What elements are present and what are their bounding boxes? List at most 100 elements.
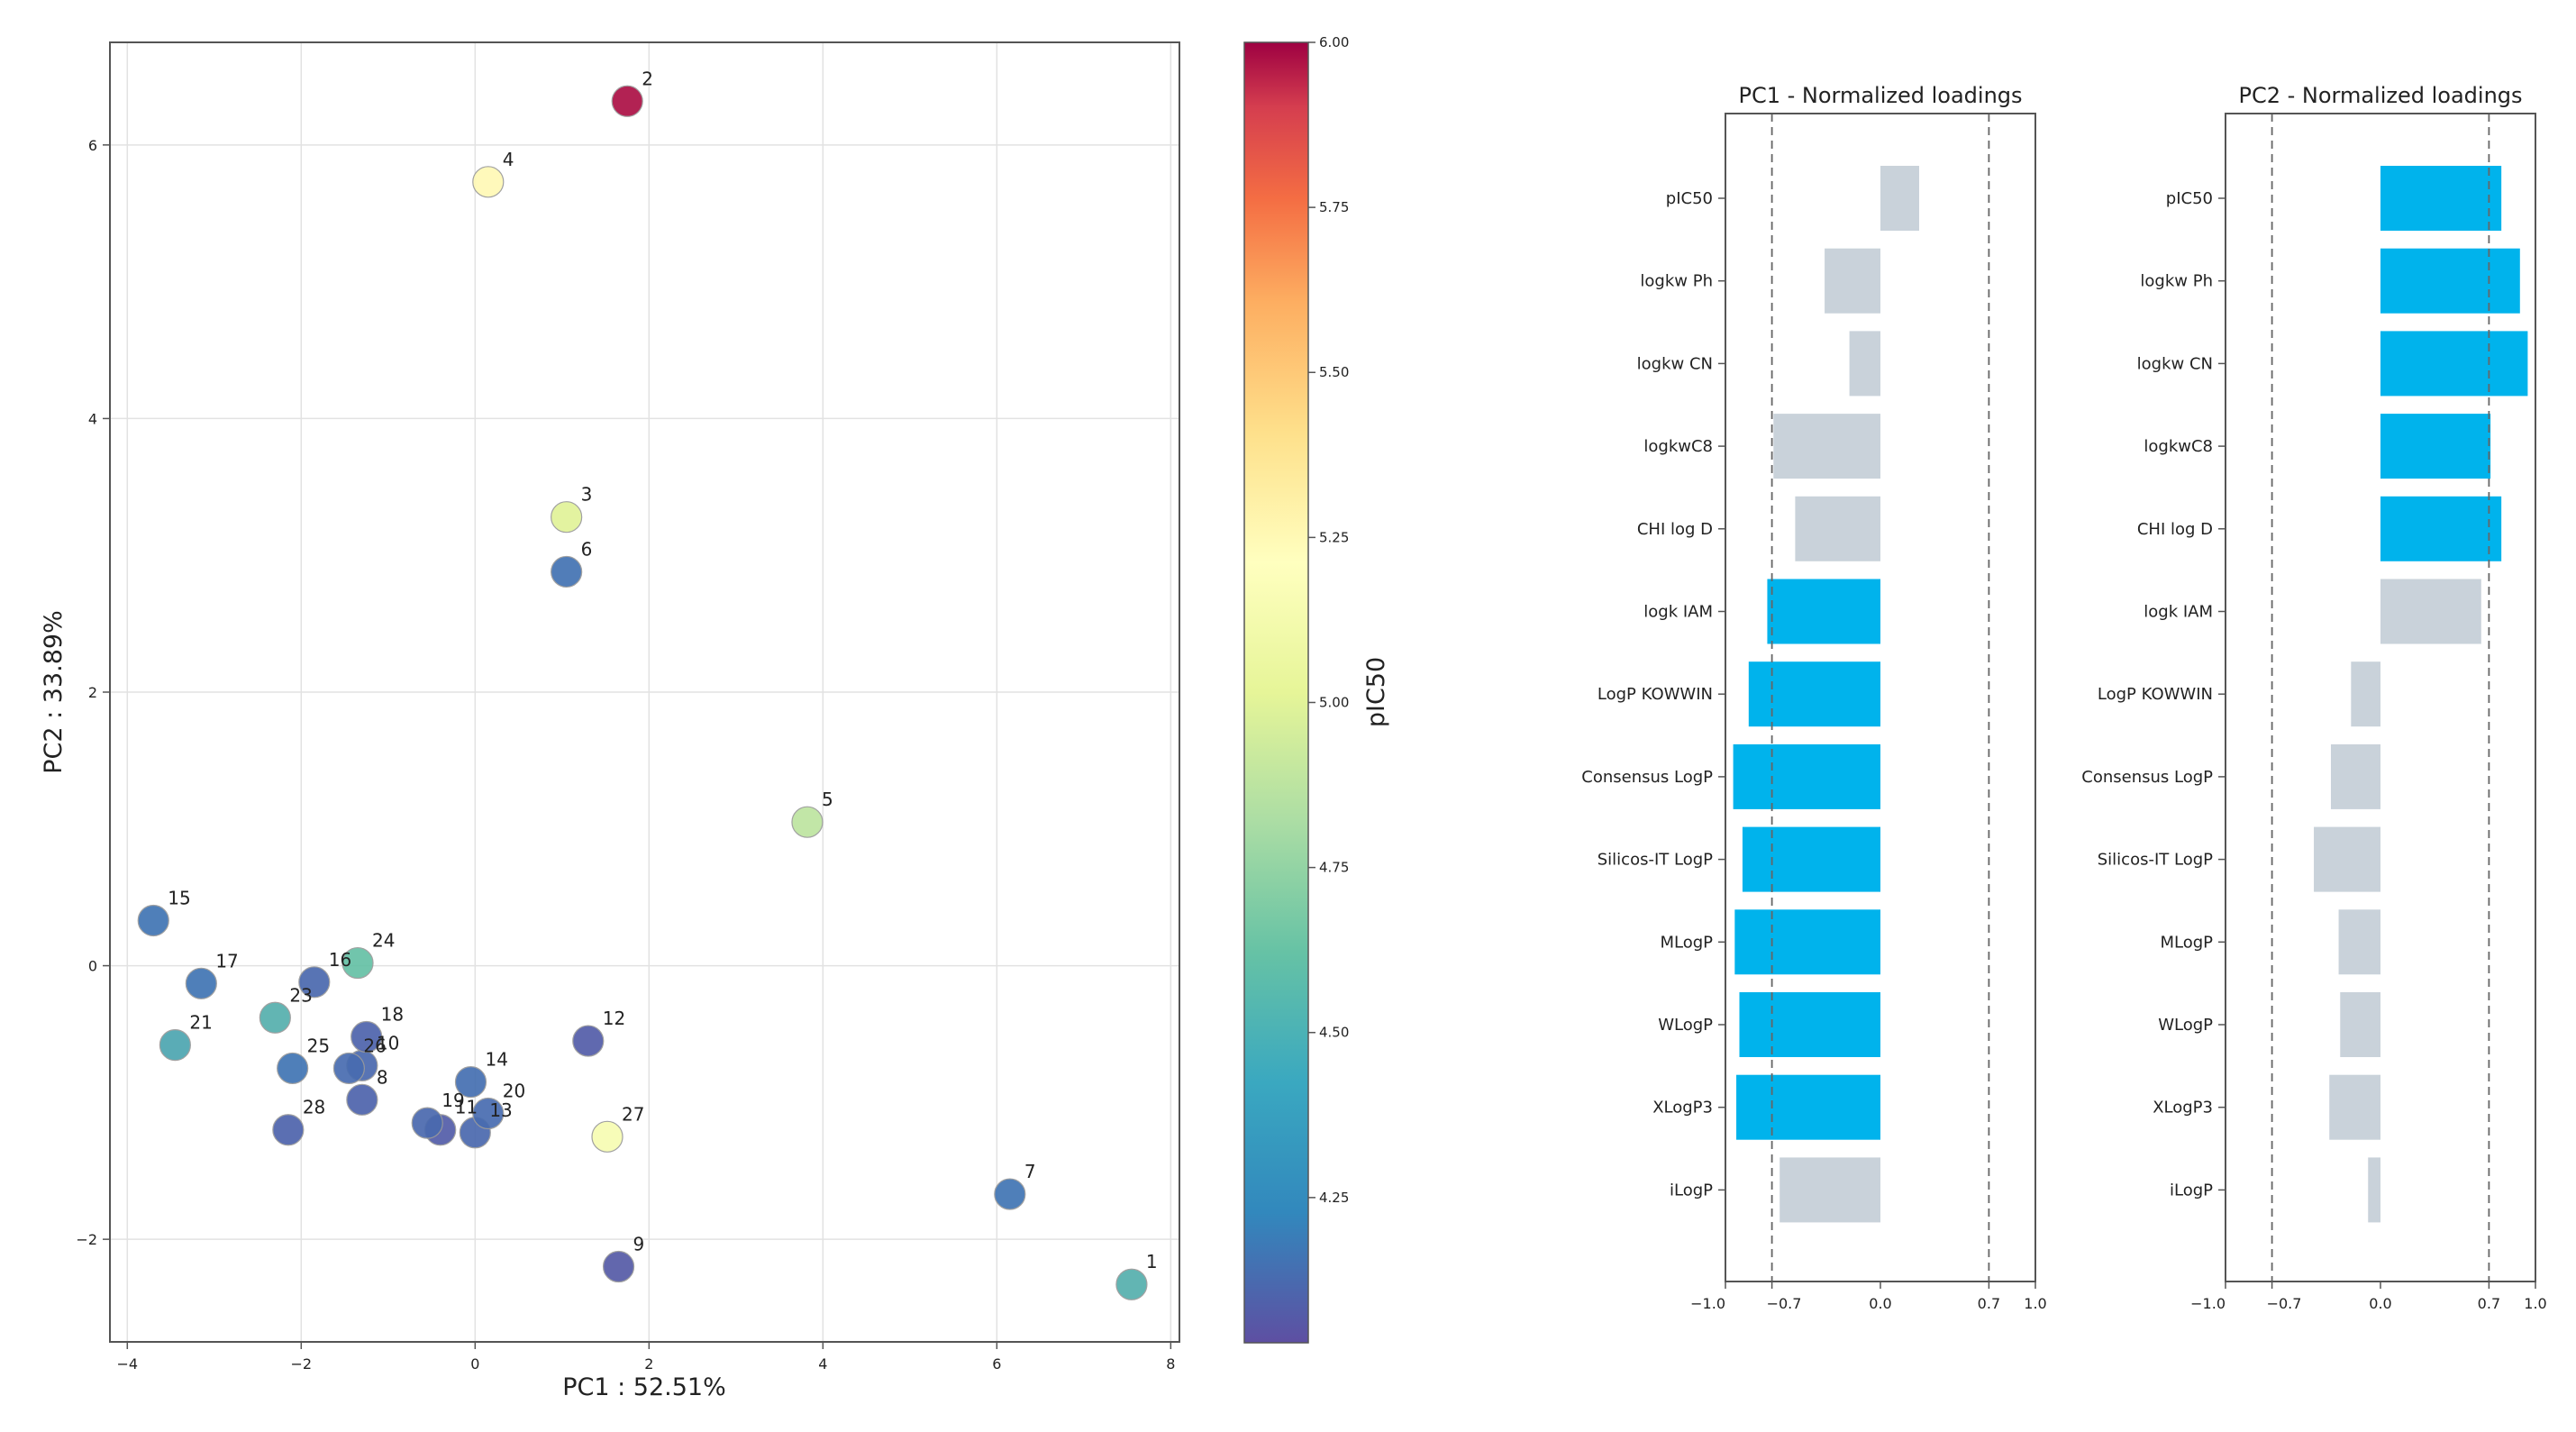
pc2-category-label: pIC50: [2166, 189, 2213, 208]
scatter-point-26: [332, 1052, 365, 1085]
pc1-category-label: iLogP: [1670, 1181, 1713, 1199]
pc2-bars: [2314, 166, 2528, 1223]
scatter-point-label-14: 14: [485, 1049, 507, 1071]
scatter-point-label-4: 4: [503, 149, 514, 170]
scatter-point-label-23: 23: [289, 984, 312, 1006]
pc2-bar-pic50: [2380, 166, 2502, 231]
pc2-loadings-chart: PC2 - Normalized loadings pIC50 logkw Ph l…: [2081, 83, 2546, 1312]
colorbar-tick-label: 5.00: [1319, 694, 1349, 710]
pc2-category-label: MLogP: [2160, 933, 2213, 952]
scatter-x-tick-label: 0: [470, 1355, 479, 1373]
pc2-category-label: logkwC8: [2144, 437, 2213, 456]
pc2-bar-xlogp3: [2329, 1074, 2380, 1140]
pc2-category-label: logkw Ph: [2140, 272, 2213, 291]
scatter-point-label-18: 18: [381, 1004, 404, 1026]
pc2-bar-logp-kowwin: [2351, 661, 2380, 727]
scatter-point-15: [137, 904, 169, 937]
scatter-point-4: [472, 166, 505, 198]
pc2-category-label: logkw CN: [2137, 354, 2213, 373]
colorbar-tick-label: 5.50: [1319, 364, 1349, 380]
pc2-bar-chi-log-d: [2380, 496, 2502, 561]
scatter-point-label-17: 17: [215, 950, 238, 971]
scatter-point-label-27: 27: [622, 1103, 644, 1125]
pc1-bar-pic50: [1880, 166, 1919, 231]
colorbar-tick-label: 4.50: [1319, 1025, 1349, 1041]
pc1-reference-lines: [1770, 114, 1990, 1282]
scatter-x-tick-label: 4: [818, 1355, 827, 1373]
pc2-x-tick-label: 0.7: [2478, 1295, 2500, 1312]
scatter-point-7: [994, 1178, 1026, 1210]
scatter-x-tick-label: 2: [644, 1355, 653, 1373]
pc1-bar-wlogp: [1739, 992, 1880, 1057]
scatter-point-14: [454, 1065, 487, 1099]
pc2-category-labels: pIC50 logkw Ph logkw CN logkwC8 CHI log D log…: [2081, 189, 2226, 1199]
scatter-point-2: [611, 85, 643, 117]
scatter-point-label-6: 6: [581, 538, 593, 560]
pc1-bar-logkwc8: [1773, 414, 1880, 479]
colorbar-tick-label: 5.75: [1319, 199, 1349, 215]
colorbar-tick-label: 4.25: [1319, 1190, 1349, 1206]
colorbar-gradient: [1243, 41, 1309, 1344]
pc2-category-label: LogP KOWWIN: [2098, 685, 2213, 704]
scatter-point-25: [277, 1052, 309, 1085]
pc1-category-label: XLogP3: [1652, 1099, 1713, 1117]
pc2-x-tick-label: −0.7: [2267, 1295, 2302, 1312]
scatter-point-18: [350, 1020, 383, 1053]
scatter-point-28: [272, 1114, 305, 1146]
pc1-bar-chi-log-d: [1795, 496, 1880, 561]
scatter-point-8: [346, 1083, 378, 1116]
pc1-bar-logk-iam: [1767, 579, 1880, 644]
scatter-point-label-28: 28: [303, 1097, 325, 1118]
pc1-category-label: CHI log D: [1637, 520, 1713, 539]
pc2-bar-mlogp: [2338, 909, 2380, 975]
pc2-category-label: CHI log D: [2137, 520, 2213, 539]
pc1-bar-logkw-cn: [1849, 331, 1880, 397]
pc1-category-label: Consensus LogP: [1581, 768, 1713, 787]
pc1-loadings-chart: PC1 - Normalized loadings pIC50 logkw Ph l…: [1581, 83, 2046, 1312]
scatter-point-12: [572, 1025, 605, 1057]
scatter-point-label-20: 20: [503, 1081, 525, 1102]
pc2-category-label: WLogP: [2158, 1016, 2213, 1035]
colorbar-tick-label: 4.75: [1319, 860, 1349, 876]
scatter-point-label-13: 13: [489, 1099, 512, 1121]
scatter-y-tick-label: −2: [76, 1231, 97, 1248]
scatter-grid: [110, 42, 1179, 1342]
scatter-point-label-3: 3: [581, 484, 593, 506]
scatter-points: [137, 85, 1148, 1300]
pc1-bar-xlogp3: [1736, 1074, 1880, 1140]
pc1-bar-ilogp: [1780, 1157, 1880, 1223]
pc2-category-label: Consensus LogP: [2081, 768, 2213, 787]
scatter-y-axis-label: PC2 : 33.89%: [40, 610, 68, 774]
pc1-category-label: Silicos-IT LogP: [1597, 851, 1713, 870]
scatter-point-6: [551, 555, 583, 588]
scatter-y-tick-label: 6: [88, 137, 97, 154]
scatter-point-label-9: 9: [633, 1234, 645, 1255]
pc1-x-tick-label: 0.0: [1869, 1295, 1891, 1312]
colorbar-tick-label: 6.00: [1319, 34, 1349, 50]
pc1-category-label: pIC50: [1666, 189, 1713, 208]
scatter-point-23: [259, 1001, 291, 1034]
scatter-point-label-19: 19: [441, 1090, 464, 1111]
pc1-x-tick-label: 1.0: [2024, 1295, 2046, 1312]
pc2-reference-lines: [2271, 114, 2490, 1282]
pc2-bar-logkw-cn: [2380, 331, 2528, 397]
pc2-bar-ilogp: [2368, 1157, 2380, 1223]
pc1-x-tick-label: −0.7: [1767, 1295, 1802, 1312]
pc2-bar-logkwc8: [2380, 414, 2491, 479]
pc1-bar-logkw-ph: [1825, 248, 1880, 314]
pc2-bar-logkw-ph: [2380, 248, 2520, 314]
pc1-category-label: logk IAM: [1643, 603, 1713, 622]
colorbar-tick-label: 5.25: [1319, 529, 1349, 545]
scatter-point-20: [472, 1097, 505, 1130]
scatter-point-27: [591, 1120, 624, 1153]
pc1-x-tick-label: −1.0: [1690, 1295, 1725, 1312]
scatter-point-label-21: 21: [189, 1012, 212, 1034]
pc2-bar-silicos-it-logp: [2314, 826, 2380, 892]
scatter-point-3: [551, 501, 583, 534]
scatter-x-tick-label: 8: [1166, 1355, 1175, 1373]
pc2-category-label: XLogP3: [2153, 1099, 2213, 1117]
scatter-y-tick-label: 2: [88, 684, 97, 701]
